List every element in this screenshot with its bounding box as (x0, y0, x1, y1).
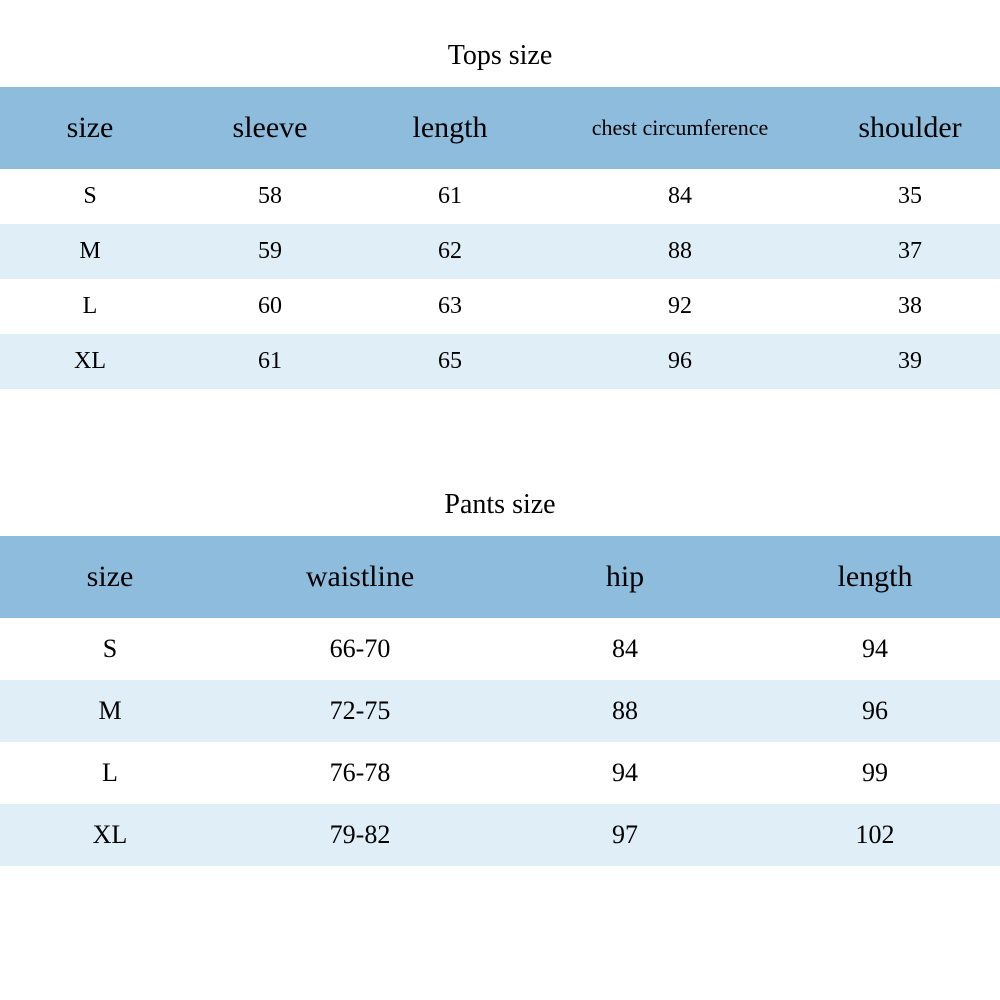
tops-col-size: size (0, 87, 180, 169)
pants-row: M 72-75 88 96 (0, 680, 1000, 742)
cell: 63 (360, 279, 540, 334)
cell: XL (0, 804, 220, 866)
cell: 72-75 (220, 680, 500, 742)
tops-table: size sleeve length chest circumference s… (0, 87, 1000, 389)
cell: 94 (500, 742, 750, 804)
cell: M (0, 224, 180, 279)
cell: 84 (540, 169, 820, 224)
pants-header-row: size waistline hip length (0, 536, 1000, 618)
pants-section: Pants size size waistline hip length S 6… (0, 489, 1000, 866)
pants-table: size waistline hip length S 66-70 84 94 … (0, 536, 1000, 866)
cell: 92 (540, 279, 820, 334)
cell: 76-78 (220, 742, 500, 804)
pants-col-waist: waistline (220, 536, 500, 618)
cell: 65 (360, 334, 540, 389)
cell: 38 (820, 279, 1000, 334)
cell: 60 (180, 279, 360, 334)
cell: 94 (750, 618, 1000, 680)
cell: 35 (820, 169, 1000, 224)
cell: 79-82 (220, 804, 500, 866)
tops-row: XL 61 65 96 39 (0, 334, 1000, 389)
cell: 37 (820, 224, 1000, 279)
tops-section: Tops size size sleeve length chest circu… (0, 40, 1000, 389)
pants-row: XL 79-82 97 102 (0, 804, 1000, 866)
cell: 102 (750, 804, 1000, 866)
pants-col-hip: hip (500, 536, 750, 618)
pants-col-size: size (0, 536, 220, 618)
cell: 58 (180, 169, 360, 224)
cell: 84 (500, 618, 750, 680)
cell: 96 (750, 680, 1000, 742)
cell: L (0, 742, 220, 804)
tops-header-row: size sleeve length chest circumference s… (0, 87, 1000, 169)
spacer (0, 389, 1000, 489)
cell: 39 (820, 334, 1000, 389)
tops-title: Tops size (0, 40, 1000, 72)
cell: 62 (360, 224, 540, 279)
pants-col-length: length (750, 536, 1000, 618)
pants-title: Pants size (0, 489, 1000, 521)
tops-col-shoulder: shoulder (820, 87, 1000, 169)
cell: 97 (500, 804, 750, 866)
cell: 88 (500, 680, 750, 742)
cell: 96 (540, 334, 820, 389)
cell: 61 (360, 169, 540, 224)
cell: 99 (750, 742, 1000, 804)
tops-row: S 58 61 84 35 (0, 169, 1000, 224)
cell: S (0, 618, 220, 680)
cell: L (0, 279, 180, 334)
tops-row: M 59 62 88 37 (0, 224, 1000, 279)
cell: 59 (180, 224, 360, 279)
cell: XL (0, 334, 180, 389)
tops-col-sleeve: sleeve (180, 87, 360, 169)
cell: 66-70 (220, 618, 500, 680)
size-charts-container: Tops size size sleeve length chest circu… (0, 0, 1000, 866)
pants-row: S 66-70 84 94 (0, 618, 1000, 680)
cell: 88 (540, 224, 820, 279)
cell: S (0, 169, 180, 224)
cell: 61 (180, 334, 360, 389)
tops-col-length: length (360, 87, 540, 169)
pants-row: L 76-78 94 99 (0, 742, 1000, 804)
tops-row: L 60 63 92 38 (0, 279, 1000, 334)
cell: M (0, 680, 220, 742)
tops-col-chest: chest circumference (540, 87, 820, 169)
